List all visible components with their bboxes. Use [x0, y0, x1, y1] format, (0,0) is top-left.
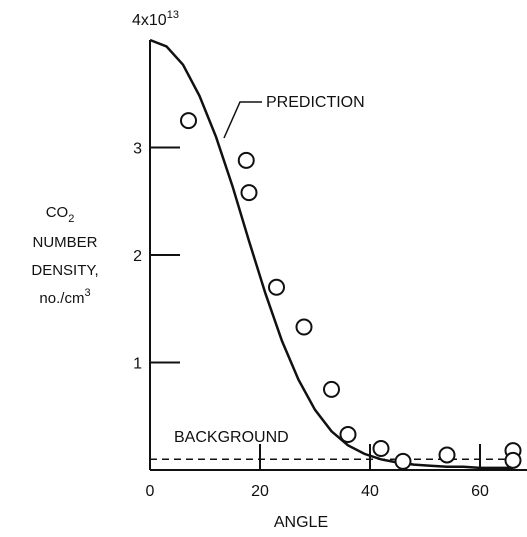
data-markers: [180, 112, 522, 470]
x-tick-label: 0: [146, 483, 155, 500]
y-tick-label: 2: [133, 248, 142, 265]
y-multiplier-exp: 13: [167, 9, 179, 21]
y-label-line-1: CO2: [46, 204, 75, 225]
data-point: [180, 112, 197, 130]
background-label: BACKGROUND: [174, 429, 289, 446]
data-point: [438, 446, 456, 464]
data-point: [323, 380, 340, 398]
y-label-co: CO: [46, 204, 69, 221]
x-axis-label: ANGLE: [274, 514, 328, 531]
prediction-label: PREDICTION: [266, 94, 365, 111]
y-label-line-2: NUMBER: [32, 234, 97, 251]
x-tick-label: 60: [471, 483, 489, 500]
y-multiplier-base: 4x10: [132, 12, 167, 29]
data-point: [237, 151, 255, 169]
series-layer: [149, 38, 519, 470]
prediction-line: [149, 38, 513, 470]
x-tick-label: 20: [251, 483, 269, 500]
data-point: [268, 278, 285, 296]
y-tick-label: 3: [133, 141, 142, 158]
data-point: [394, 452, 412, 470]
prediction-annotation: PREDICTION: [223, 94, 365, 139]
y-label-line-4: no./cm3: [39, 287, 90, 307]
y-label-unit-exp: 3: [84, 287, 90, 299]
y-multiplier-label: 4x1013: [132, 9, 179, 29]
y-ticks: 1 2 3: [133, 141, 180, 373]
y-tick-label: 1: [133, 356, 142, 373]
data-point: [240, 184, 258, 202]
y-label-unit-base: no./cm: [39, 290, 84, 307]
y-label-line-3: DENSITY,: [31, 262, 98, 279]
y-axis-label: CO2 NUMBER DENSITY, no./cm3: [31, 204, 98, 307]
data-point: [372, 440, 390, 457]
x-ticks: 0 20 40 60: [146, 444, 489, 500]
prediction-leader-line: [223, 101, 262, 139]
data-point: [504, 451, 522, 469]
x-tick-label: 40: [361, 483, 379, 500]
y-label-co-sub: 2: [68, 213, 74, 225]
data-point: [339, 426, 357, 444]
data-point: [295, 318, 313, 336]
